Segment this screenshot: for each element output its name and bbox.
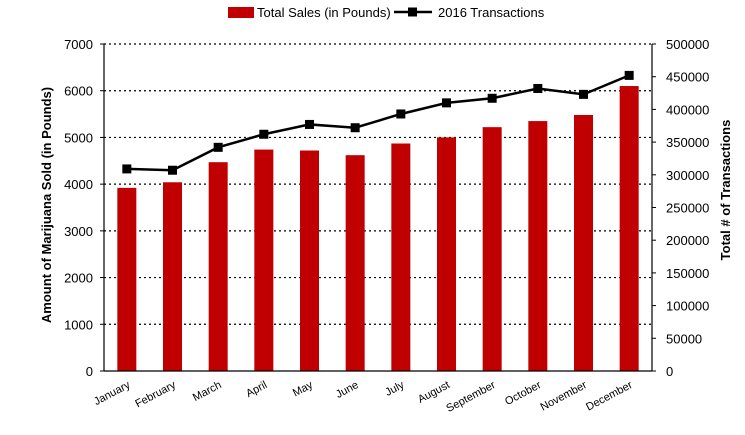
bar-january	[117, 187, 137, 371]
bars	[117, 86, 639, 372]
transactions-point-december	[624, 70, 634, 80]
transactions-point-august	[442, 98, 451, 108]
left-y-ticks: 0 1000 2000 3000 4000 5000 6000 7000	[64, 37, 104, 379]
legend-bar-label: Total Sales (in Pounds)	[257, 5, 391, 20]
right-tick-label-350000: 350000	[666, 135, 709, 150]
left-tick-label-3000: 3000	[64, 224, 93, 239]
x-tick-label-march: March	[191, 379, 224, 404]
bar-april	[254, 149, 274, 371]
left-y-axis-title: Amount of Marijuana Sold (in Pounds)	[39, 87, 54, 323]
left-tick-label-5000: 5000	[64, 130, 93, 145]
bar-september	[482, 127, 502, 371]
bar-december	[619, 86, 639, 372]
right-tick-label-200000: 200000	[666, 233, 709, 248]
transactions-point-march	[213, 142, 223, 152]
x-ticks: January February March April May June July Augu…	[92, 379, 635, 415]
x-tick-label-february: February	[133, 379, 178, 410]
transactions-line	[126, 74, 630, 172]
x-tick-label-january: January	[92, 379, 133, 408]
right-tick-label-0: 0	[666, 364, 673, 379]
gridlines	[104, 43, 652, 325]
x-tick-label-august: August	[416, 379, 452, 406]
left-tick-label-6000: 6000	[64, 84, 93, 99]
left-tick-label-1000: 1000	[64, 317, 93, 332]
legend: Total Sales (in Pounds) 2016 Transaction…	[228, 5, 545, 20]
x-tick-label-july: July	[383, 379, 406, 399]
x-tick-label-june: June	[334, 379, 361, 401]
line-series	[122, 70, 634, 175]
transactions-point-may	[305, 119, 314, 129]
x-tick-label-september: September	[444, 379, 497, 415]
bar-november	[574, 115, 593, 372]
transactions-point-november	[579, 89, 588, 99]
bar-may	[300, 150, 319, 371]
bar-july	[391, 143, 411, 371]
right-tick-label-450000: 450000	[666, 70, 709, 85]
x-tick-label-october: October	[503, 379, 543, 408]
right-y-ticks: 0 50000 100000 150000 200000 250000 300000 3500…	[652, 37, 709, 379]
right-tick-label-50000: 50000	[666, 331, 702, 346]
bar-february	[163, 182, 182, 371]
right-y-axis-title: Total # of Transactions	[718, 120, 733, 261]
right-tick-label-500000: 500000	[666, 37, 709, 52]
right-tick-label-250000: 250000	[666, 201, 709, 216]
transactions-point-april	[259, 129, 269, 139]
right-tick-label-100000: 100000	[666, 299, 709, 314]
x-tick-label-november: November	[538, 379, 589, 414]
x-tick-label-april: April	[244, 379, 269, 400]
x-tick-label-december: December	[584, 379, 635, 414]
right-tick-label-150000: 150000	[666, 266, 709, 281]
transactions-point-february	[168, 165, 177, 175]
legend-line-marker	[408, 7, 417, 17]
legend-line-label: 2016 Transactions	[438, 5, 545, 20]
x-tick-label-may: May	[291, 379, 315, 400]
transactions-point-january	[122, 164, 132, 174]
right-tick-label-400000: 400000	[666, 102, 709, 117]
left-tick-label-2000: 2000	[64, 271, 93, 286]
bar-august	[437, 137, 456, 371]
transactions-point-september	[487, 93, 497, 103]
bar-october	[528, 121, 548, 371]
left-tick-label-7000: 7000	[64, 37, 93, 52]
right-tick-label-300000: 300000	[666, 168, 709, 183]
bar-march	[208, 162, 228, 371]
left-tick-label-4000: 4000	[64, 177, 93, 192]
transactions-point-october	[533, 83, 543, 93]
transactions-point-july	[396, 109, 406, 119]
left-tick-label-0: 0	[86, 364, 93, 379]
bar-june	[345, 155, 365, 371]
legend-bar-swatch	[228, 7, 254, 18]
transactions-point-june	[350, 123, 360, 133]
